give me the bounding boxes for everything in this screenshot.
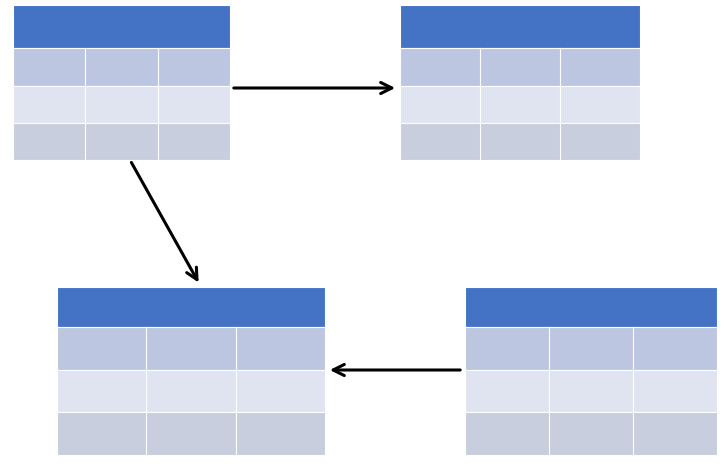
Bar xyxy=(57,327,325,370)
Bar xyxy=(465,370,717,412)
Bar xyxy=(13,48,230,86)
Bar xyxy=(465,287,717,327)
Bar xyxy=(400,86,640,123)
Bar xyxy=(465,412,717,455)
Bar xyxy=(13,123,230,160)
Bar xyxy=(465,327,717,370)
Bar xyxy=(57,412,325,455)
Bar xyxy=(13,5,230,48)
Bar xyxy=(400,5,640,48)
Bar xyxy=(57,287,325,327)
Bar xyxy=(400,48,640,86)
Bar xyxy=(57,370,325,412)
Bar xyxy=(13,86,230,123)
Bar xyxy=(400,123,640,160)
